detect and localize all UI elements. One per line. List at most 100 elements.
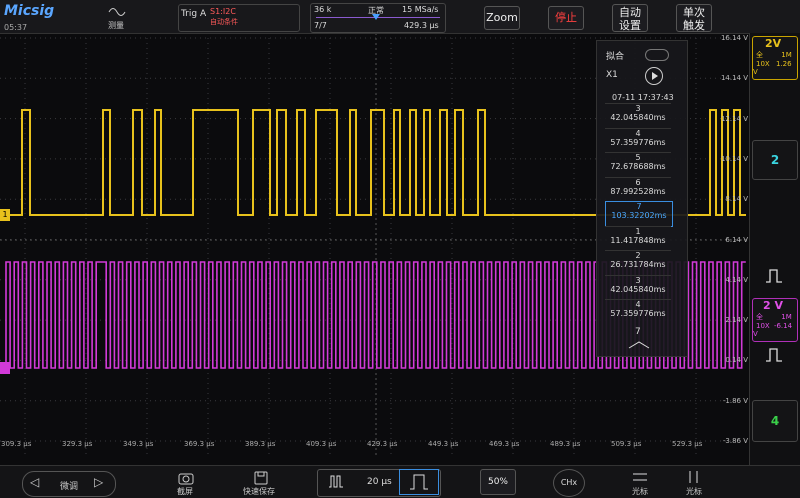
ch1-marker: 1	[0, 209, 10, 221]
ch1-impedance: 1M	[781, 51, 792, 59]
acq-mode: 正常	[368, 6, 384, 15]
entry-time: 57.359776ms	[610, 137, 666, 147]
time-label: 409.3 µs	[306, 440, 337, 448]
horizontal-position: 429.3 µs	[404, 21, 439, 30]
history-entry[interactable]: 7 103.32202ms	[605, 201, 673, 227]
entry-time: 42.045840ms	[610, 113, 666, 122]
slider-thumb	[372, 14, 380, 20]
entry-index: 7	[636, 202, 642, 211]
time-label: 389.3 µs	[245, 440, 276, 448]
entry-time: 72.678688ms	[610, 162, 666, 171]
ch3-coupling: 全	[756, 313, 763, 321]
collapse-arrow[interactable]	[627, 340, 651, 350]
cursor-button[interactable]: 光标	[686, 487, 702, 496]
timebase-control[interactable]	[317, 469, 441, 497]
zoom-factor: X1	[606, 70, 618, 80]
voltage-label: -3.86 V	[722, 437, 748, 445]
history-entry[interactable]: 1 11.417848ms	[605, 225, 671, 251]
time-label: 349.3 µs	[123, 440, 154, 448]
camera-icon	[178, 473, 194, 485]
single-line: 触发	[683, 19, 705, 32]
voltage-label: 4.14 V	[725, 275, 748, 284]
channel-panel	[749, 33, 800, 465]
auto-setup-line: 设置	[619, 19, 641, 32]
voltage-label: 14.14 V	[720, 74, 748, 83]
time-label: 369.3 µs	[184, 440, 215, 448]
channel-button[interactable]: CHx	[553, 469, 585, 497]
ch1-waveform	[0, 109, 746, 216]
screenshot-button[interactable]: 截屏	[177, 487, 193, 496]
frame-counter: 7/7	[314, 21, 327, 30]
voltage-label: 12.14 V	[720, 114, 748, 123]
zoom-button[interactable]: Zoom	[484, 6, 520, 30]
trigger-mode: 自动条件	[210, 18, 238, 26]
measure-button[interactable]: 测量	[108, 21, 124, 30]
entry-index: 3	[635, 275, 641, 285]
clock: 05:37	[4, 23, 28, 32]
ch4-box[interactable]: 4	[752, 400, 798, 442]
ch3-scale: 2 V	[763, 299, 783, 312]
voltage-label: 6.14 V	[725, 235, 748, 244]
history-entry[interactable]: 4 57.359776ms	[605, 127, 671, 153]
history-entry[interactable]: 3 42.045840ms	[605, 274, 671, 300]
history-footer: 7	[635, 327, 641, 337]
auto-setup-button[interactable]: 自动 设置	[612, 4, 648, 32]
trigger-label: Trig A	[181, 9, 207, 19]
time-label: 329.3 µs	[62, 440, 93, 448]
sample-rate: 15 MSa/s	[402, 5, 439, 14]
stop-button[interactable]: 停止	[548, 6, 584, 30]
entry-index: 4	[635, 128, 641, 138]
entry-time: 57.359776ms	[610, 309, 666, 318]
auto-setup-line: 自动	[619, 6, 641, 19]
trigger-box[interactable]	[178, 4, 300, 32]
history-entry[interactable]: 2 26.731784ms	[605, 250, 671, 275]
ch2-box[interactable]: 2	[752, 140, 798, 180]
fine-control[interactable]	[22, 471, 116, 497]
entry-index: 5	[635, 153, 641, 162]
voltage-label: 0.14 V	[725, 356, 748, 365]
right-arrow[interactable]: ▷	[94, 475, 104, 489]
ch3-box[interactable]: 2 V 全 1M 10X -6.14 V	[752, 298, 798, 342]
pulse-icon	[766, 269, 782, 283]
acquisition-box[interactable]	[310, 3, 446, 33]
quick-save-button[interactable]: 快速保存	[243, 487, 275, 496]
timebase-inc[interactable]	[399, 469, 439, 495]
time-label: 309.3 µs	[1, 440, 32, 448]
play-button[interactable]	[645, 67, 663, 85]
cursor-button[interactable]: 光标	[632, 487, 648, 496]
entry-time: 103.32202ms	[611, 211, 667, 220]
history-popup	[596, 40, 688, 357]
fine-label: 微调	[60, 482, 79, 492]
fit-toggle[interactable]	[645, 49, 669, 61]
entry-time: 42.045840ms	[610, 284, 666, 294]
timestamp: 07-11 17:37:43	[612, 93, 674, 102]
trigger-level-button[interactable]: 50%	[480, 469, 516, 495]
single-trigger-button[interactable]: 单次 触发	[676, 4, 712, 32]
entry-index: 4	[635, 300, 641, 309]
ch1-box[interactable]: 2V 全 1M 10X 1.26 V	[752, 36, 798, 80]
ch1-scale: 2V	[765, 37, 782, 50]
cursor-icon	[633, 473, 647, 481]
history-entry[interactable]: 4 57.359776ms	[605, 299, 671, 324]
trigger-source: S1:I2C	[210, 7, 236, 16]
ch1-offset: 1.26 V	[753, 60, 792, 76]
time-label: 509.3 µs	[611, 440, 642, 448]
left-arrow[interactable]: ◁	[30, 475, 40, 489]
memory-depth: 36 k	[314, 5, 332, 14]
pulse-icon	[766, 348, 782, 362]
timebase-dec[interactable]	[328, 474, 344, 488]
history-entry[interactable]: 6 87.992528ms	[605, 176, 671, 202]
cursor-icon	[689, 471, 698, 483]
history-entry[interactable]: 3 42.045840ms	[605, 103, 671, 128]
ch3-offset: -6.14 V	[753, 322, 793, 338]
time-label: 449.3 µs	[428, 440, 459, 448]
time-label: 429.3 µs	[367, 440, 398, 448]
time-label: 469.3 µs	[489, 440, 520, 448]
entry-index: 2	[635, 251, 641, 260]
timebase: 20 µs	[367, 477, 392, 487]
entry-index: 6	[635, 177, 641, 187]
entry-time: 87.992528ms	[610, 186, 666, 196]
ch1-probe: 10X	[756, 60, 770, 68]
history-entry[interactable]: 5 72.678688ms	[605, 152, 671, 177]
